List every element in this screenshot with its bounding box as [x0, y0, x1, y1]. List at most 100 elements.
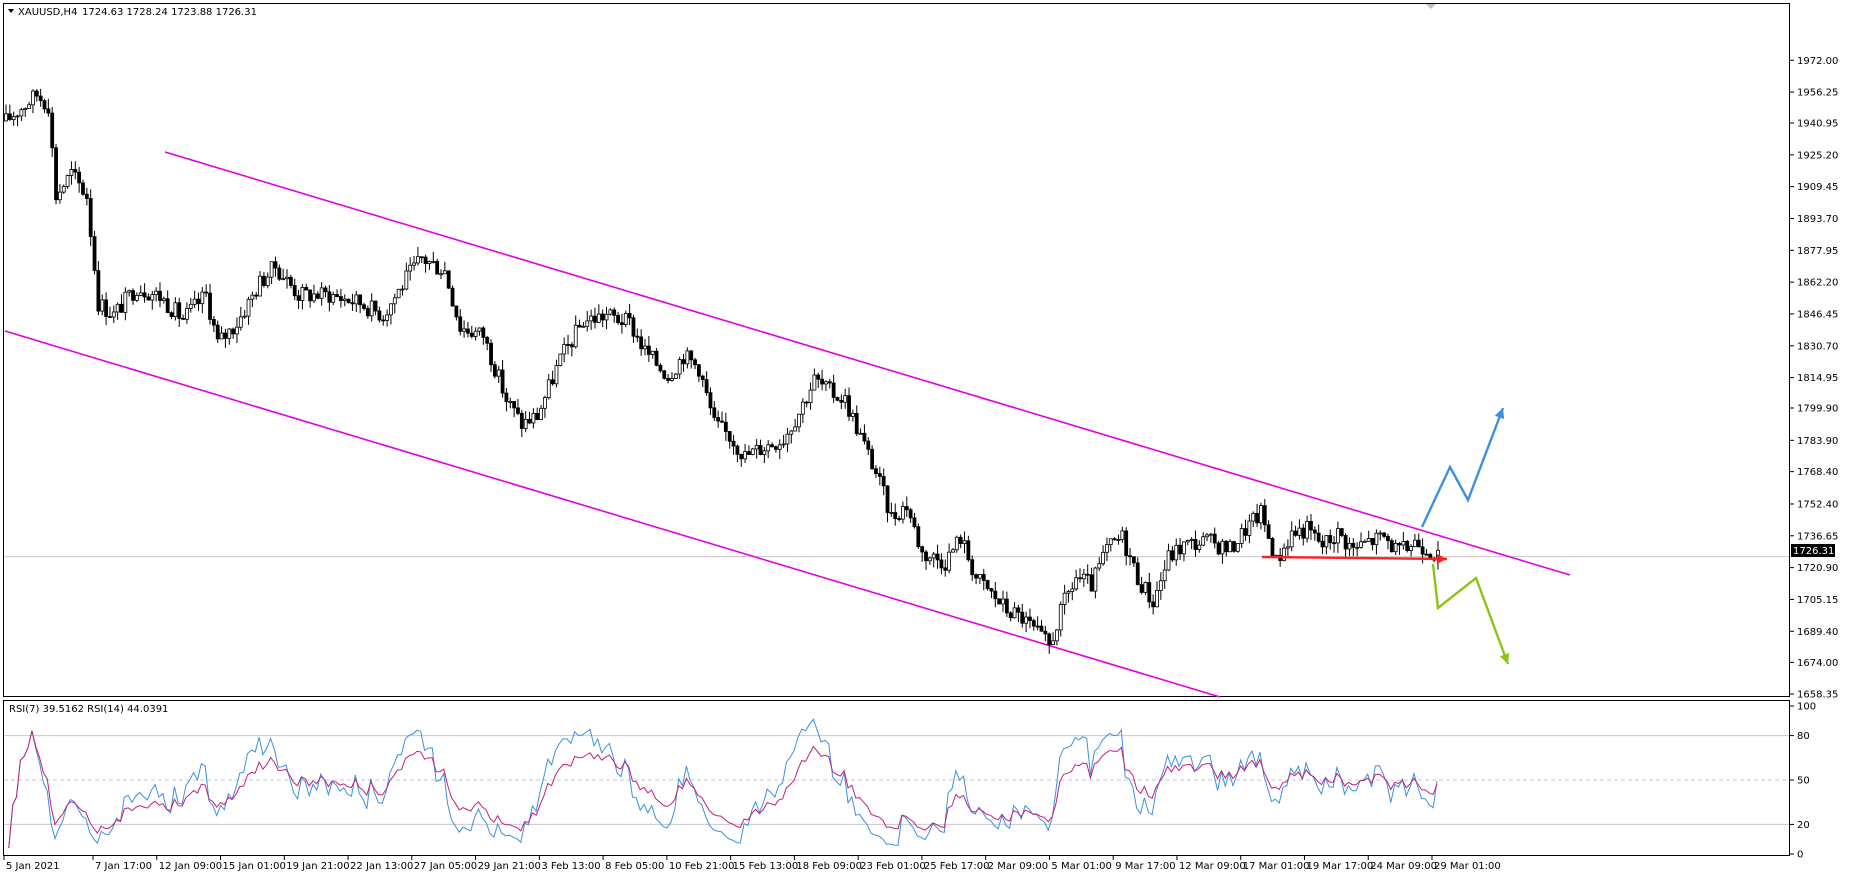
candle-body: [1212, 533, 1217, 544]
candle-body: [1012, 607, 1017, 619]
candle-body: [643, 345, 647, 350]
candle-body: [1285, 546, 1290, 549]
candle-body: [635, 335, 640, 338]
time-tick-label: 27 Jan 05:00: [414, 861, 477, 872]
time-tick-label: 24 Mar 09:00: [1370, 861, 1437, 872]
candle-body: [208, 292, 212, 320]
candle-body: [1289, 530, 1294, 548]
candle-body: [546, 379, 551, 398]
candles: [4, 88, 1440, 654]
candle-body: [850, 412, 855, 417]
symbol-dropdown-icon[interactable]: [8, 9, 14, 13]
candle-body: [958, 536, 963, 544]
candle-body: [473, 330, 478, 337]
candle-body: [808, 389, 813, 404]
svg-text:1726.31: 1726.31: [1793, 546, 1834, 557]
candle-body: [1147, 582, 1152, 603]
candle-body: [1416, 539, 1421, 548]
rsi-panel[interactable]: [3, 700, 1790, 856]
candle-body: [439, 273, 443, 276]
candle-body: [1074, 577, 1079, 590]
candle-body: [1101, 551, 1105, 565]
candle-body: [500, 369, 505, 394]
candle-body: [1004, 598, 1009, 614]
candle-body: [485, 337, 490, 344]
candle-body: [835, 397, 840, 401]
candle-body: [866, 440, 871, 450]
candle-body: [766, 444, 771, 452]
candle-body: [1108, 538, 1113, 545]
candle-body: [916, 526, 921, 548]
candle-body: [1413, 539, 1417, 547]
candle-body: [704, 379, 709, 394]
candle-body: [1239, 528, 1244, 544]
candle-body: [981, 574, 986, 581]
candle-body: [1336, 528, 1340, 544]
price-tick-label: 1814.95: [1797, 373, 1838, 384]
candle-body: [716, 417, 721, 422]
candle-body: [504, 392, 509, 403]
candle-body: [1347, 542, 1352, 550]
candle-body: [1070, 588, 1075, 592]
time-tick-label: 15 Feb 13:00: [733, 861, 799, 872]
red-forecast-arrow-head: [1436, 553, 1447, 564]
candle-body: [885, 485, 890, 513]
rsi14-line: [8, 730, 1438, 849]
candle-body: [1343, 535, 1348, 550]
candle-body: [1370, 538, 1375, 546]
candle-body: [1135, 562, 1140, 586]
candle-body: [254, 294, 259, 297]
candle-body: [1305, 521, 1310, 539]
candle-body: [577, 324, 582, 328]
price-tick-label: 1909.45: [1797, 182, 1838, 193]
candle-body: [235, 326, 239, 335]
candle-body: [123, 291, 128, 313]
candle-body: [639, 336, 644, 350]
candle-body: [1266, 524, 1271, 539]
candle-body: [685, 350, 690, 365]
candle-body: [735, 445, 740, 455]
candle-body: [985, 580, 990, 589]
candle-body: [142, 292, 147, 298]
candle-body: [462, 328, 466, 332]
candle-body: [38, 95, 43, 102]
scroll-marker-icon[interactable]: [1426, 4, 1436, 9]
blue-forecast-arrow: [1420, 407, 1505, 528]
candle-body: [119, 303, 124, 313]
candle-body: [23, 108, 28, 111]
candle-body: [627, 312, 632, 319]
time-tick-label: 10 Feb 21:00: [669, 861, 735, 872]
candle-body: [258, 275, 262, 297]
candle-body: [1158, 580, 1163, 591]
candle-body: [1259, 505, 1263, 524]
price-tick-label: 1862.20: [1797, 278, 1838, 289]
candle-body: [516, 407, 520, 414]
candle-body: [600, 313, 605, 321]
candle-body: [700, 375, 705, 381]
price-panel[interactable]: [3, 3, 1790, 697]
candle-body: [496, 369, 501, 377]
candle-body: [1224, 540, 1229, 553]
candle-body: [1120, 530, 1125, 540]
candle-body: [165, 298, 170, 314]
candle-body: [993, 590, 998, 600]
candle-body: [362, 304, 366, 309]
candle-body: [104, 299, 108, 317]
price-tick-label: 1893.70: [1797, 214, 1838, 225]
candle-body: [158, 290, 162, 301]
candle-body: [1351, 542, 1356, 548]
candle-body: [924, 551, 928, 562]
candle-body: [450, 287, 455, 307]
candle-body: [1243, 528, 1248, 536]
candle-body: [27, 104, 31, 109]
candle-body: [134, 294, 139, 301]
candle-body: [1112, 538, 1117, 541]
candle-body: [1035, 625, 1040, 628]
candle-body: [81, 182, 85, 195]
candle-body: [681, 359, 686, 365]
candle-body: [1324, 535, 1329, 548]
candle-body: [1382, 532, 1387, 537]
candle-body: [223, 332, 228, 339]
candle-body: [427, 261, 432, 264]
